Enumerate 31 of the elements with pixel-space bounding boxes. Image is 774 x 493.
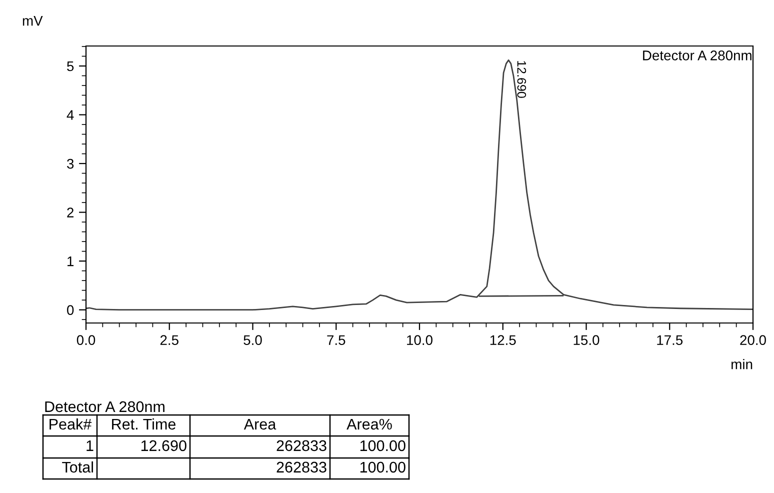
text: Ret. Time [112,418,176,430]
x-tick-label: 0.0 [76,335,96,346]
y-tick-label: 1 [68,256,74,266]
text: 100.00 [360,462,406,473]
x-tick-label: 5.0 [244,335,262,346]
text: 262833 [276,440,326,452]
text: 262833 [276,462,326,473]
text: Detector A 280nm [45,401,164,412]
text: Total [62,461,93,473]
text: 12.690 [141,440,186,452]
y-tick-label: 5 [67,61,74,72]
y-tick-label: 2 [67,208,74,218]
x-tick-label: 10.0 [407,335,432,346]
text: Area% [346,418,392,430]
text: Area [244,418,276,430]
text: 1 [86,440,94,451]
y-tick-label: 3 [67,158,74,169]
x-tick-label: 17.5 [657,335,683,346]
text: Peak# [50,418,92,430]
y-tick-label: 4 [66,110,74,120]
y-tick-label: 0 [67,305,74,315]
annotation: Detector A 280nm [643,50,752,60]
y-axis-title: mV [22,16,43,26]
x-tick-label: 2.5 [160,335,178,346]
x-tick-label: 12.5 [490,335,516,346]
x-tick-label: 15.0 [574,335,600,346]
x-tick-label: 20.0 [740,335,766,346]
x-tick-label: 7.5 [327,335,346,346]
annotation: 12.690 [517,61,526,98]
text: 100.00 [360,440,406,452]
x-axis-title: min [732,359,752,370]
